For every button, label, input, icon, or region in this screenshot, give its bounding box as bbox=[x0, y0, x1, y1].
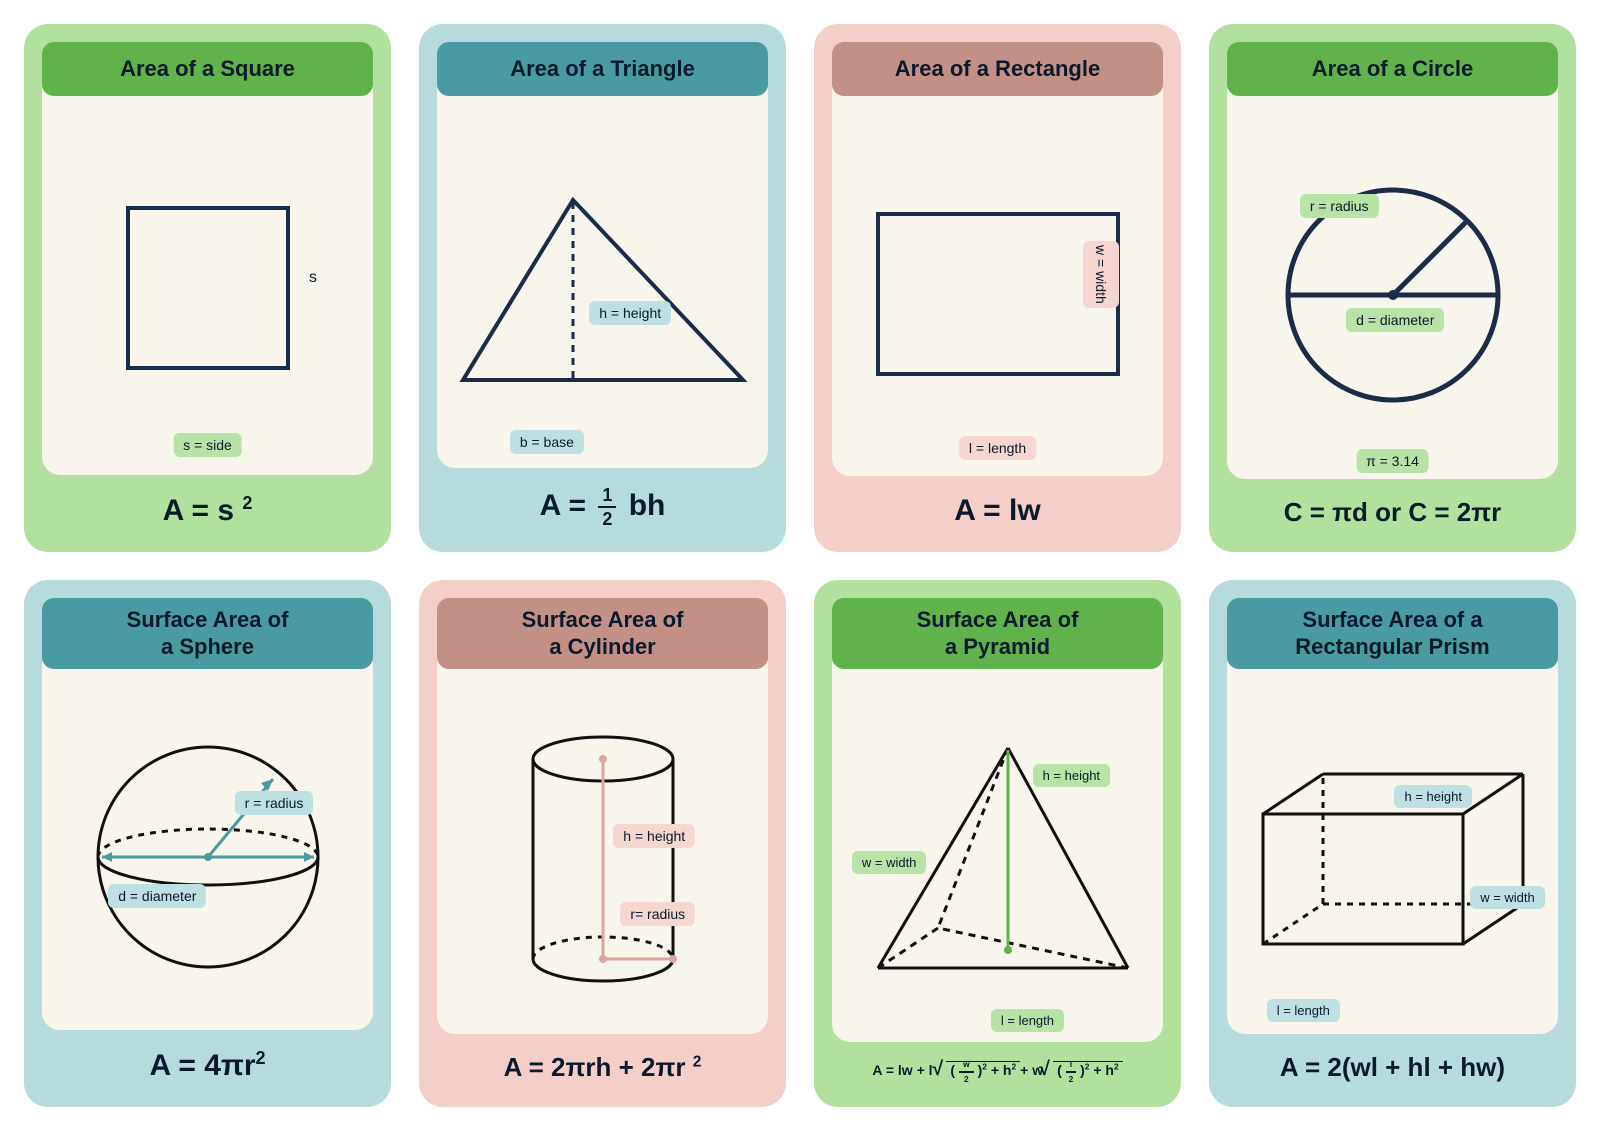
label-radius: r = radius bbox=[1300, 194, 1379, 218]
card-title: Area of a Triangle bbox=[437, 42, 768, 96]
label-diameter: d = diameter bbox=[108, 884, 206, 908]
label-radius: r= radius bbox=[620, 902, 695, 926]
label-height: h = height bbox=[1394, 785, 1471, 808]
title-line1: Surface Area of a bbox=[1237, 606, 1548, 634]
label-pi: π = 3.14 bbox=[1356, 449, 1429, 473]
title-line2: a Sphere bbox=[52, 633, 363, 661]
formula-cylinder: A = 2πrh + 2πr 2 bbox=[437, 1034, 768, 1089]
label-width: w = width bbox=[852, 851, 927, 874]
card-title: Surface Area of a Sphere bbox=[42, 598, 373, 669]
label-base: b = base bbox=[510, 430, 584, 454]
diagram-circle: r = radius d = diameter π = 3.14 bbox=[1227, 72, 1558, 479]
formula-pyramid: A = lw + l (w2)2 + h2+ w(l2)2 + h2 bbox=[832, 1042, 1163, 1089]
label-radius: r = radius bbox=[235, 791, 314, 815]
title-line1: Surface Area of bbox=[842, 606, 1153, 634]
formula-triangle: A = 12 bh bbox=[437, 468, 768, 534]
diagram-rectangle: w = width l = length bbox=[832, 72, 1163, 476]
card-cylinder: Surface Area of a Cylinder h = height r=… bbox=[419, 580, 786, 1108]
label-length: l = length bbox=[991, 1009, 1064, 1032]
title-line1: Surface Area of bbox=[52, 606, 363, 634]
card-title: Surface Area of a Cylinder bbox=[437, 598, 768, 669]
label-height: h = height bbox=[1033, 764, 1110, 787]
card-title: Area of a Rectangle bbox=[832, 42, 1163, 96]
label-side: s = side bbox=[173, 433, 242, 457]
title-line2: a Pyramid bbox=[842, 633, 1153, 661]
title-line2: Rectangular Prism bbox=[1237, 633, 1548, 661]
label-length: l = length bbox=[959, 436, 1036, 460]
formula-circle: C = πd or C = 2πr bbox=[1227, 479, 1558, 534]
shape-sphere bbox=[78, 737, 338, 977]
card-triangle: Area of a Triangle h = height b = base A… bbox=[419, 24, 786, 552]
title-line2: a Cylinder bbox=[447, 633, 758, 661]
label-height: h = height bbox=[613, 824, 695, 848]
card-rectangle: Area of a Rectangle w = width l = length… bbox=[814, 24, 1181, 552]
formula-square: A = s 2 bbox=[42, 475, 373, 534]
card-grid: Area of a Square s s = side A = s 2 Area… bbox=[24, 24, 1576, 1107]
diagram-pyramid: h = height w = width l = length bbox=[832, 645, 1163, 1043]
diagram-sphere: r = radius d = diameter bbox=[42, 645, 373, 1031]
formula-rectangle: A = lw bbox=[832, 476, 1163, 534]
card-title: Area of a Square bbox=[42, 42, 373, 96]
shape-triangle bbox=[453, 190, 753, 390]
label-length: l = length bbox=[1267, 999, 1340, 1022]
label-width: w = width bbox=[1083, 241, 1119, 308]
card-title: Surface Area of a Pyramid bbox=[832, 598, 1163, 669]
diagram-square: s s = side bbox=[42, 72, 373, 475]
formula-prism: A = 2(wl + hl + hw) bbox=[1227, 1034, 1558, 1089]
card-title: Area of a Circle bbox=[1227, 42, 1558, 96]
formula-sphere: A = 4πr2 bbox=[42, 1030, 373, 1089]
label-diameter: d = diameter bbox=[1346, 308, 1444, 332]
card-title: Surface Area of a Rectangular Prism bbox=[1227, 598, 1558, 669]
diagram-prism: h = height w = width l = length bbox=[1227, 645, 1558, 1035]
shape-cylinder bbox=[493, 729, 713, 989]
shape-square bbox=[108, 198, 308, 388]
shape-prism bbox=[1243, 754, 1543, 964]
card-circle: Area of a Circle r = radius d = diameter… bbox=[1209, 24, 1576, 552]
label-width: w = width bbox=[1470, 886, 1545, 909]
label-s: s bbox=[299, 265, 327, 291]
card-prism: Surface Area of a Rectangular Prism h = … bbox=[1209, 580, 1576, 1108]
card-sphere: Surface Area of a Sphere r = radius d = … bbox=[24, 580, 391, 1108]
label-height: h = height bbox=[589, 301, 671, 325]
title-line1: Surface Area of bbox=[447, 606, 758, 634]
diagram-cylinder: h = height r= radius bbox=[437, 645, 768, 1035]
card-square: Area of a Square s s = side A = s 2 bbox=[24, 24, 391, 552]
card-pyramid: Surface Area of a Pyramid h = height w =… bbox=[814, 580, 1181, 1108]
diagram-triangle: h = height b = base bbox=[437, 72, 768, 468]
